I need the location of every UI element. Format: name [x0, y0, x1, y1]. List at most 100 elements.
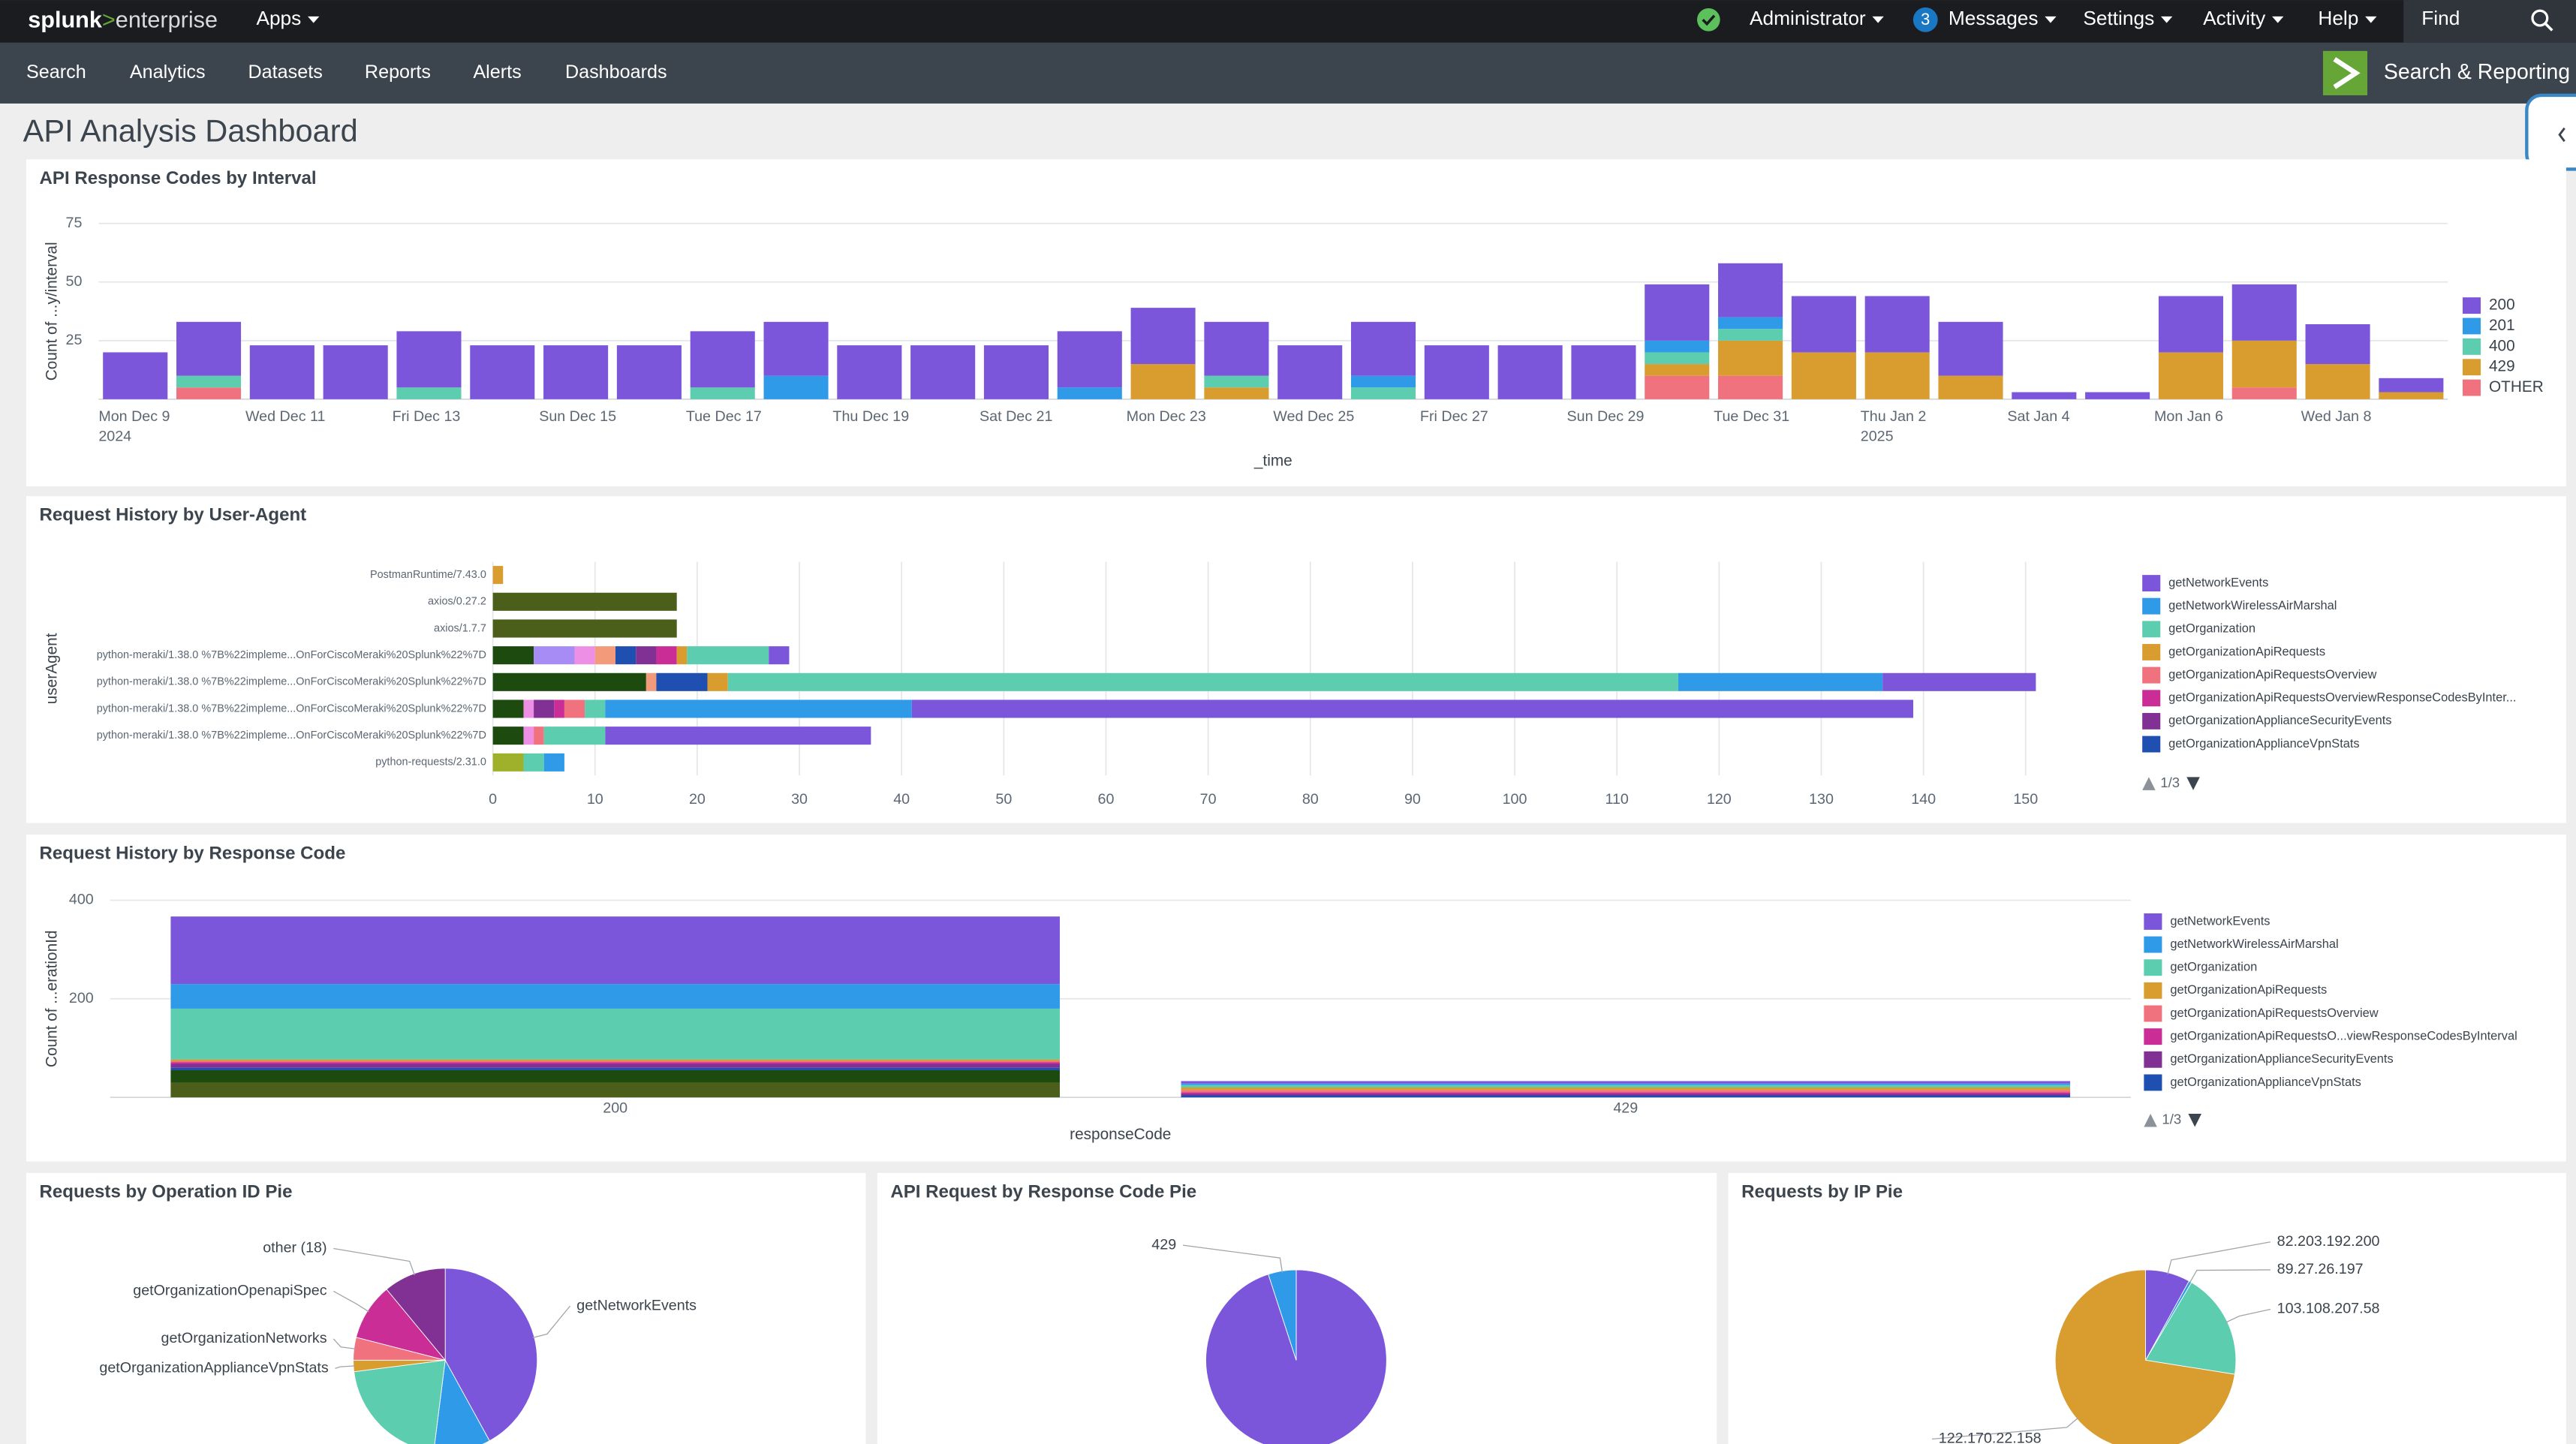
messages-menu[interactable]: Messages — [1949, 7, 2039, 29]
bar-segment — [615, 646, 636, 664]
x-tick-label: Mon Jan 6 — [2154, 408, 2223, 425]
legend-label: 429 — [2489, 358, 2515, 375]
legend-swatch — [2142, 644, 2160, 660]
pie-label: getOrganizationApplianceVpnStats — [99, 1359, 329, 1376]
bar-segment — [1865, 296, 1930, 353]
legend-swatch — [2142, 621, 2160, 637]
panel-title: Request History by User-Agent — [40, 505, 307, 525]
bar-segment — [543, 345, 608, 399]
bar-segment — [656, 646, 676, 664]
app-tab[interactable]: Reports — [365, 62, 431, 83]
activity-menu[interactable]: Activity — [2203, 7, 2266, 29]
legend-page: 1/3 — [2160, 775, 2180, 790]
bar-segment — [763, 376, 828, 399]
legend-label: getNetworkWirelessAirMarshal — [2168, 599, 2337, 612]
x-tick-label: 0 — [489, 791, 497, 808]
bar-segment — [1204, 387, 1268, 399]
bar-segment — [170, 984, 1060, 1009]
legend-label: getOrganizationApiRequests — [2170, 983, 2327, 997]
legend-label: getOrganizationApplianceVpnStats — [2168, 737, 2359, 751]
bar-segment — [1277, 345, 1342, 399]
bar-segment — [677, 646, 688, 664]
bar-segment — [1498, 345, 1563, 399]
x-tick-label: Sat Dec 21 — [980, 408, 1052, 425]
legend-label: getNetworkEvents — [2170, 914, 2270, 928]
bar-segment — [523, 727, 534, 745]
logo-brand: splunk — [28, 8, 103, 33]
bar-segment — [1865, 352, 1930, 399]
bar-segment — [1938, 322, 2003, 376]
bar-segment — [534, 646, 574, 664]
bar-segment — [656, 673, 707, 691]
x-tick-label: 90 — [1404, 791, 1421, 808]
bar-segment — [534, 727, 544, 745]
bar-segment — [2306, 364, 2370, 399]
x-tick-label: 20 — [689, 791, 706, 808]
app-tab[interactable]: Search — [26, 62, 86, 83]
bar-segment — [250, 345, 314, 399]
bar-segment — [1181, 1081, 2071, 1083]
bar-segment — [176, 376, 241, 388]
x-tick-label: Mon Dec 9 — [98, 408, 170, 425]
bar-segment — [2159, 296, 2223, 353]
panel-title: API Response Codes by Interval — [40, 168, 317, 188]
bar-segment — [1938, 376, 2003, 399]
legend-label: getOrganizationApplianceSecurityEvents — [2168, 714, 2391, 727]
app-name: Search & Reporting — [2384, 60, 2570, 84]
bar-segment — [493, 593, 677, 611]
bar-segment — [396, 331, 461, 387]
bar-segment — [2379, 393, 2443, 399]
app-tab[interactable]: Datasets — [248, 62, 323, 83]
side-panel-tab[interactable] — [2526, 95, 2576, 169]
legend-label: 400 — [2489, 337, 2515, 354]
legend-label: getOrganizationApiRequestsO...viewRespon… — [2170, 1029, 2517, 1042]
app-tab[interactable]: Dashboards — [565, 62, 667, 83]
bar-segment — [687, 646, 769, 664]
bar-segment — [691, 331, 755, 387]
legend-label: 201 — [2489, 317, 2515, 334]
find-input[interactable]: Find — [2421, 7, 2460, 29]
panel-title: Requests by IP Pie — [1741, 1181, 1903, 1202]
legend-swatch — [2144, 982, 2162, 999]
legend-swatch — [2142, 690, 2160, 706]
x-tick-label: 70 — [1200, 791, 1217, 808]
bar-segment — [170, 916, 1060, 984]
bar-segment — [585, 699, 605, 717]
bar-segment — [1181, 1096, 2071, 1098]
bar-segment — [1678, 673, 1882, 691]
bar-segment — [544, 754, 564, 772]
app-tab[interactable]: Alerts — [473, 62, 521, 83]
bar-segment — [595, 646, 615, 664]
x-tick-label: 150 — [2013, 791, 2038, 808]
user-menu[interactable]: Administrator — [1750, 7, 1866, 29]
bar-segment — [534, 699, 554, 717]
settings-menu[interactable]: Settings — [2083, 7, 2154, 29]
y-tick-label: python-meraki/1.38.0 %7B%22impleme...OnF… — [97, 676, 486, 688]
panel-title: API Request by Response Code Pie — [890, 1181, 1196, 1202]
panel-title: Requests by Operation ID Pie — [40, 1181, 293, 1202]
apps-menu[interactable]: Apps — [256, 7, 301, 29]
x-tick-label: Fri Dec 27 — [1420, 408, 1488, 425]
help-menu[interactable]: Help — [2318, 7, 2358, 29]
bar-segment — [575, 646, 595, 664]
bar-segment — [1718, 376, 1783, 399]
legend-label: getNetworkWirelessAirMarshal — [2170, 937, 2338, 951]
legend-swatch — [2144, 959, 2162, 976]
y-tick-label: python-meraki/1.38.0 %7B%22impleme...OnF… — [97, 730, 486, 742]
legend-swatch — [2463, 318, 2481, 335]
pie-label: 82.203.192.200 — [2277, 1233, 2380, 1250]
legend-swatch — [2144, 1051, 2162, 1068]
bar-segment — [523, 754, 543, 772]
bar-segment — [1204, 322, 1268, 376]
bar-segment — [470, 345, 534, 399]
app-icon — [2323, 51, 2367, 95]
x-tick-label: 120 — [1707, 791, 1732, 808]
bar-segment — [910, 345, 975, 399]
x-tick-label: Fri Dec 13 — [393, 408, 461, 425]
app-tab[interactable]: Analytics — [130, 62, 206, 83]
pie-label: 122.170.22.158 — [1939, 1430, 2042, 1444]
x-tick-label: Tue Dec 17 — [686, 408, 762, 425]
legend-label: getOrganizationApplianceVpnStats — [2170, 1075, 2361, 1089]
dashboard-title: API Analysis Dashboard — [23, 113, 358, 148]
message-count: 3 — [1921, 10, 1930, 29]
